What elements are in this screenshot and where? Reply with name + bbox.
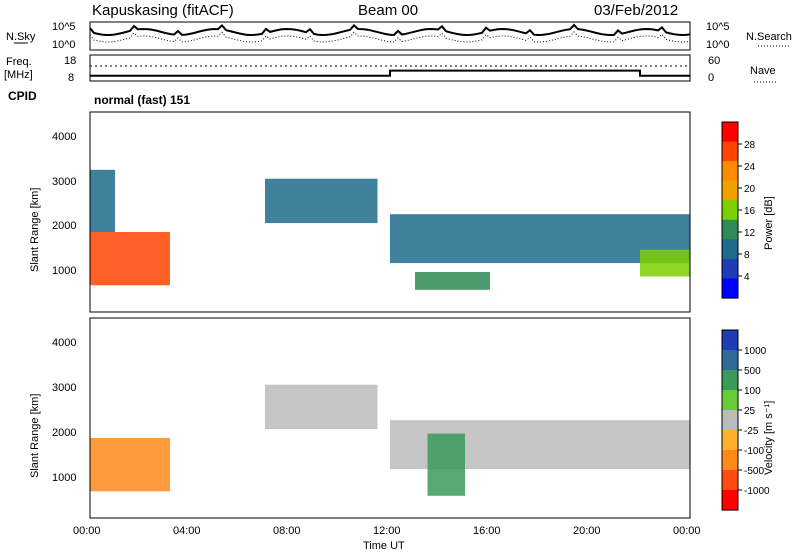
date-title: 03/Feb/2012	[594, 2, 678, 19]
noise-sky-line	[89, 23, 691, 37]
xtick-2: 08:00	[273, 525, 301, 537]
power-region-0	[90, 232, 170, 286]
velocity-cbar-tick-6: -500	[744, 466, 764, 477]
velocity-cbar-seg-0	[722, 330, 738, 351]
power-cbar-tick-2: 20	[744, 184, 756, 195]
power-cbar-tick-6: 4	[744, 272, 750, 283]
velocity-cbar-seg-3	[722, 390, 738, 411]
xtick-6: 00:00	[673, 525, 701, 537]
velocity-colorbar-label: Velocity [m s⁻¹]	[763, 401, 775, 475]
noise-left-label: N.Sky	[6, 31, 36, 43]
velocity-ytick-2000: 2000	[52, 427, 76, 439]
velocity-colorbar: 1000 500 100 25 -25 -100 -500 -1000	[721, 329, 770, 511]
power-region-1	[90, 169, 115, 232]
noise-search-line	[89, 31, 691, 43]
xtick-1: 04:00	[173, 525, 201, 537]
velocity-cbar-tick-4: -25	[744, 426, 759, 437]
velocity-cbar-seg-1	[722, 350, 738, 371]
noise-right-label: N.Search	[746, 31, 792, 43]
freq-tick-low: 8	[68, 72, 74, 84]
power-ytick-1000: 1000	[52, 265, 76, 277]
power-heatmap	[90, 169, 690, 290]
power-panel: 4000 3000 2000 1000 Slant Range [km] 282…	[29, 111, 775, 313]
power-cbar-seg-5	[722, 219, 738, 240]
station-title: Kapuskasing (fitACF)	[92, 2, 234, 19]
xtick-0: 00:00	[73, 525, 101, 537]
velocity-panel: 4000 3000 2000 1000 Slant Range [km] 100…	[29, 317, 775, 519]
power-cbar-seg-2	[722, 161, 738, 182]
xaxis-label: Time UT	[363, 540, 405, 552]
velocity-cbar-tick-5: -100	[744, 446, 764, 457]
power-ylabel: Slant Range [km]	[29, 188, 41, 272]
power-cbar-seg-6	[722, 239, 738, 260]
nave-tick-high: 60	[708, 55, 720, 67]
x-axis: 00:00 04:00 08:00 12:00 16:00 20:00 00:0…	[73, 525, 701, 552]
velocity-heatmap	[90, 384, 690, 496]
xtick-5: 20:00	[573, 525, 601, 537]
velocity-cbar-seg-5	[722, 430, 738, 451]
xtick-4: 16:00	[473, 525, 501, 537]
velocity-cbar-seg-2	[722, 370, 738, 391]
power-colorbar: 28 24 20 16 12 8 4	[721, 121, 756, 299]
power-cbar-seg-8	[722, 278, 738, 299]
velocity-cbar-tick-0: 1000	[744, 346, 767, 357]
freq-tick-high: 18	[64, 55, 76, 67]
velocity-cbar-tick-2: 100	[744, 386, 761, 397]
power-cbar-tick-3: 16	[744, 206, 756, 217]
cpid-label: CPID	[8, 89, 37, 103]
velocity-ylabel: Slant Range [km]	[29, 394, 41, 478]
power-region-2	[265, 178, 378, 224]
power-ytick-3000: 3000	[52, 176, 76, 188]
power-region-5	[640, 249, 690, 277]
nave-tick-low: 0	[708, 72, 714, 84]
cpid-text: normal (fast) 151	[94, 93, 190, 107]
noise-left-tick-low: 10^0	[52, 39, 76, 51]
xtick-3: 12:00	[373, 525, 401, 537]
power-ytick-2000: 2000	[52, 220, 76, 232]
noise-right-tick-high: 10^5	[706, 21, 730, 33]
power-ytick-4000: 4000	[52, 131, 76, 143]
velocity-cbar-tick-1: 500	[744, 366, 761, 377]
power-cbar-seg-0	[722, 122, 738, 143]
power-cbar-tick-0: 28	[744, 140, 756, 151]
velocity-cbar-tick-7: -1000	[744, 486, 770, 497]
power-cbar-seg-3	[722, 180, 738, 201]
power-cbar-seg-1	[722, 141, 738, 162]
power-colorbar-label: Power [dB]	[763, 196, 775, 250]
noise-panel: N.Sky 10^5 10^0 10^5 10^0 N.Search	[6, 21, 792, 51]
power-cbar-seg-4	[722, 200, 738, 221]
power-cbar-seg-7	[722, 258, 738, 280]
noise-left-tick-high: 10^5	[52, 21, 76, 33]
velocity-cbar-seg-6	[722, 450, 738, 471]
velocity-ytick-3000: 3000	[52, 382, 76, 394]
freq-label-line1: Freq.	[6, 56, 32, 68]
nave-label: Nave	[750, 65, 776, 77]
beam-title: Beam 00	[358, 2, 418, 19]
power-cbar-tick-1: 24	[744, 162, 756, 173]
velocity-cbar-seg-7	[722, 470, 738, 491]
velocity-ytick-4000: 4000	[52, 337, 76, 349]
noise-series	[89, 23, 691, 43]
freq-series	[90, 69, 690, 77]
velocity-cbar-seg-8	[722, 490, 738, 511]
velocity-cbar-seg-4	[722, 410, 738, 431]
power-region-4	[415, 272, 490, 290]
velocity-region-0	[90, 438, 170, 492]
velocity-region-1	[265, 384, 378, 430]
velocity-ytick-1000: 1000	[52, 472, 76, 484]
power-cbar-tick-4: 12	[744, 228, 756, 239]
freq-panel: Freq. [MHz] 18 8 60 0 Nave	[4, 54, 776, 84]
power-cbar-tick-5: 8	[744, 250, 750, 261]
freq-label-line2: [MHz]	[4, 69, 33, 81]
velocity-cbar-tick-3: 25	[744, 406, 756, 417]
velocity-region-3	[427, 433, 465, 496]
noise-right-tick-low: 10^0	[706, 39, 730, 51]
